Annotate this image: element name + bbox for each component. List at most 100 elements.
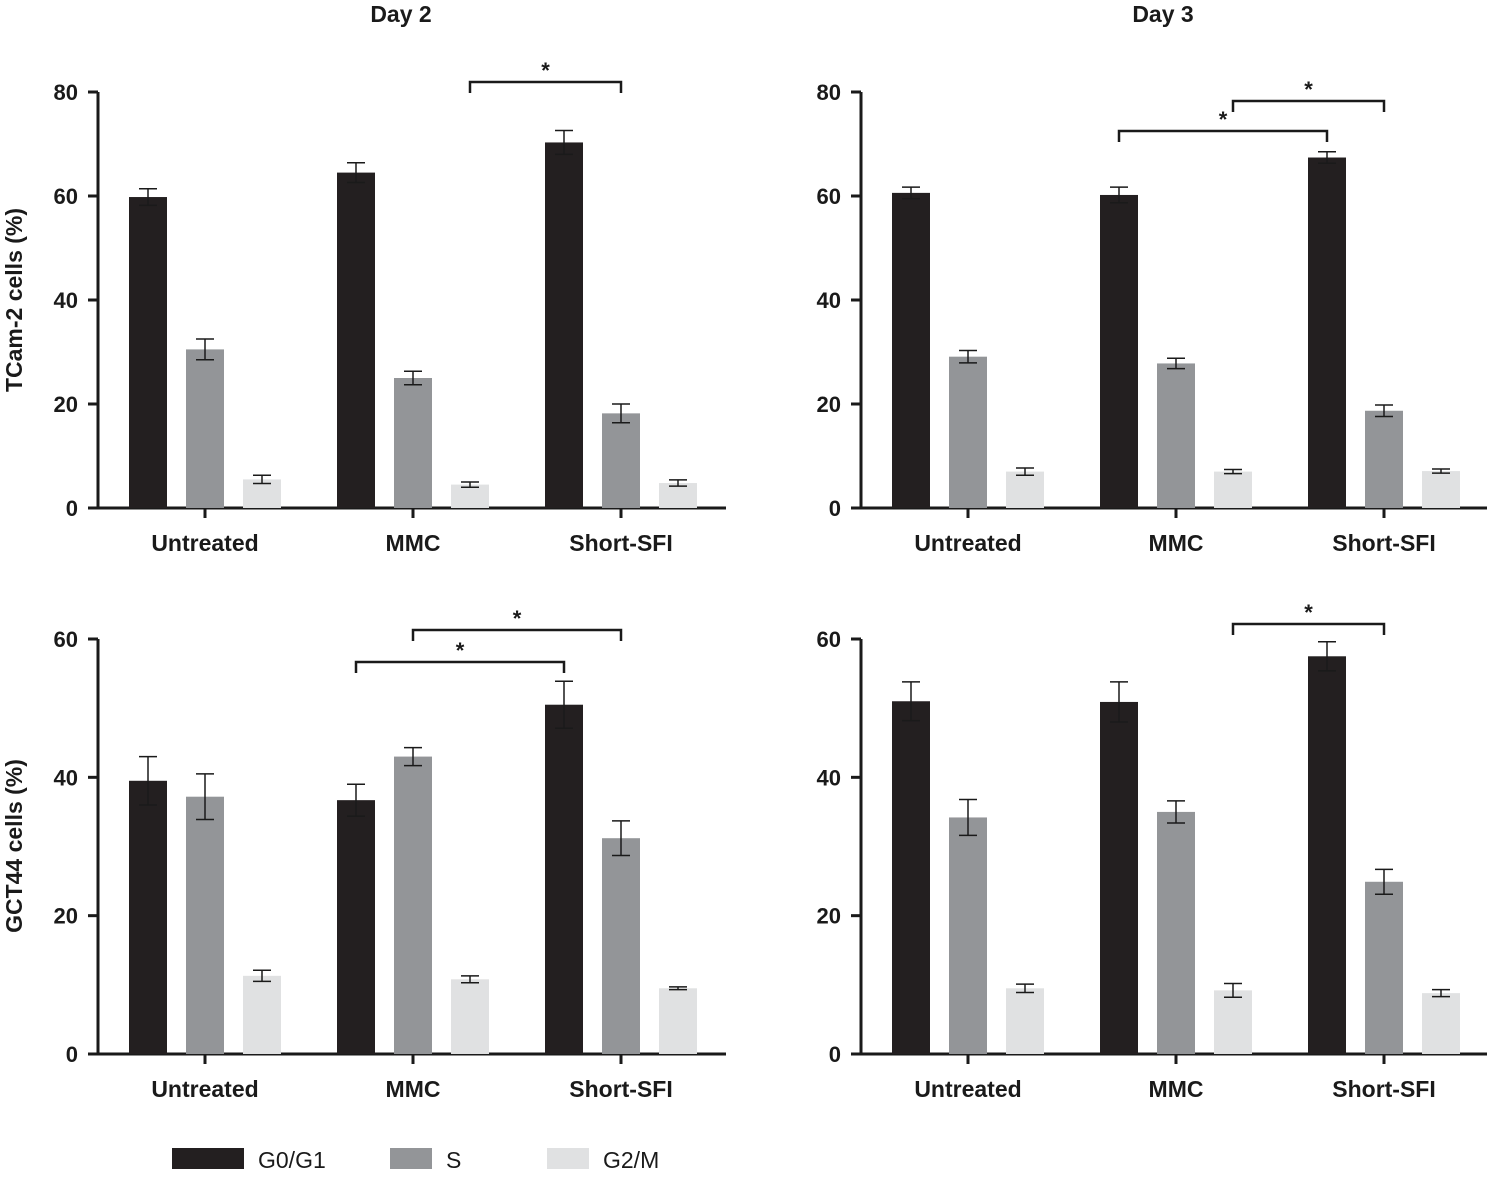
error-bar-g0-g1-mmc <box>347 161 365 184</box>
x-tick-label-short-sfi: Short-SFI <box>1332 530 1436 556</box>
error-bar-g2-m-mmc <box>1224 468 1242 475</box>
x-tick-label-mmc: MMC <box>1149 1076 1204 1102</box>
error-bar-s-untreated <box>196 773 214 821</box>
error-bar-g0-g1-untreated <box>139 755 157 806</box>
legend-swatch-g0g1 <box>172 1148 244 1169</box>
bar-g2-m-untreated <box>1006 988 1044 1054</box>
significance-star: * <box>1304 77 1313 102</box>
y-tick-label: 60 <box>817 627 841 652</box>
error-bar-s-short-sfi <box>612 403 630 424</box>
legend-swatch-s <box>390 1148 432 1169</box>
error-bar-g0-g1-untreated <box>902 186 920 200</box>
significance-star: * <box>541 58 550 83</box>
bar-s-mmc <box>394 756 432 1054</box>
legend-swatch-g2m <box>547 1148 589 1169</box>
error-bar-s-untreated <box>959 349 977 364</box>
bar-g2-m-mmc <box>1214 471 1252 508</box>
bar-g0-g1-mmc <box>337 800 375 1054</box>
y-tick-label: 0 <box>66 496 78 521</box>
x-tick-label-short-sfi: Short-SFI <box>569 1076 673 1102</box>
y-tick-label: 60 <box>54 627 78 652</box>
column-title-day2: Day 2 <box>370 1 431 27</box>
error-bar-s-mmc <box>1167 800 1185 824</box>
error-bar-g2-m-short-sfi <box>669 986 687 991</box>
chart-panel-3: 0 20 40 60 Untreated MMC Short-SFI * <box>817 600 1487 1102</box>
y-tick-label: 20 <box>54 392 78 417</box>
y-tick-label: 40 <box>817 765 841 790</box>
bar-s-untreated <box>949 817 987 1054</box>
error-bar-g2-m-short-sfi <box>1432 988 1450 998</box>
error-bar-s-short-sfi <box>612 820 630 857</box>
bar-g0-g1-untreated <box>129 780 167 1054</box>
bar-g0-g1-mmc <box>337 172 375 508</box>
legend: G0/G1 S G2/M <box>172 1147 659 1173</box>
significance-bracket <box>1231 622 1386 635</box>
error-bar-g2-m-untreated <box>253 474 271 485</box>
chart-panel-2: 0 20 40 60 Untreated MMC Short-SFI * * <box>54 606 726 1102</box>
bar-s-untreated <box>186 796 224 1054</box>
row-ylabel-gct44: GCT44 cells (%) <box>1 759 27 933</box>
bar-s-mmc <box>1157 811 1195 1054</box>
bar-g0-g1-short-sfi <box>545 704 583 1054</box>
y-tick-label: 40 <box>817 288 841 313</box>
error-bar-g0-g1-short-sfi <box>555 129 573 156</box>
legend-label-g0g1: G0/G1 <box>258 1147 326 1173</box>
bar-g2-m-short-sfi <box>1422 993 1460 1054</box>
legend-label-s: S <box>446 1147 461 1173</box>
error-bar-g0-g1-short-sfi <box>1318 151 1336 164</box>
row-ylabel-tcam2: TCam-2 cells (%) <box>1 208 27 392</box>
x-tick-label-untreated: Untreated <box>151 1076 258 1102</box>
error-bar-s-untreated <box>959 798 977 837</box>
significance-bracket <box>1231 99 1386 112</box>
error-bar-g2-m-untreated <box>253 969 271 983</box>
x-tick-label-untreated: Untreated <box>151 530 258 556</box>
x-tick-label-untreated: Untreated <box>914 530 1021 556</box>
bar-g2-m-mmc <box>451 484 489 508</box>
bar-g2-m-untreated <box>243 975 281 1054</box>
y-tick-label: 80 <box>817 80 841 105</box>
y-tick-label: 40 <box>54 765 78 790</box>
y-tick-label: 20 <box>817 392 841 417</box>
y-tick-label: 20 <box>817 904 841 929</box>
error-bar-s-untreated <box>196 338 214 361</box>
error-bar-g2-m-mmc <box>461 481 479 488</box>
y-tick-label: 0 <box>829 1042 841 1067</box>
error-bar-s-short-sfi <box>1375 868 1393 895</box>
error-bar-g0-g1-untreated <box>902 681 920 722</box>
legend-label-g2m: G2/M <box>603 1147 659 1173</box>
x-tick-label-short-sfi: Short-SFI <box>569 530 673 556</box>
bar-g0-g1-mmc <box>1100 194 1138 508</box>
x-tick-label-untreated: Untreated <box>914 1076 1021 1102</box>
y-tick-label: 80 <box>54 80 78 105</box>
bar-g0-g1-untreated <box>892 701 930 1054</box>
bar-g0-g1-short-sfi <box>1308 656 1346 1054</box>
error-bar-g0-g1-mmc <box>1110 681 1128 723</box>
error-bar-g2-m-short-sfi <box>1432 468 1450 474</box>
significance-bracket <box>468 80 623 93</box>
error-bar-g0-g1-mmc <box>1110 186 1128 204</box>
y-tick-label: 0 <box>66 1042 78 1067</box>
error-bar-g0-g1-untreated <box>139 187 157 207</box>
y-tick-label: 60 <box>54 184 78 209</box>
bar-s-untreated <box>949 356 987 508</box>
bar-s-mmc <box>1157 363 1195 508</box>
bar-s-mmc <box>394 378 432 508</box>
error-bar-g2-m-mmc <box>461 975 479 984</box>
bar-g2-m-mmc <box>1214 990 1252 1054</box>
error-bar-s-mmc <box>1167 357 1185 370</box>
error-bar-g0-g1-short-sfi <box>555 680 573 729</box>
error-bar-g2-m-mmc <box>1224 982 1242 999</box>
bar-s-short-sfi <box>602 838 640 1054</box>
y-tick-label: 0 <box>829 496 841 521</box>
chart-panel-0: 0 20 40 60 80 Untreated MMC Short-SFI * <box>54 58 726 556</box>
bar-s-short-sfi <box>1365 881 1403 1054</box>
chart-panel-1: 0 20 40 60 80 Untreated MMC Short-SFI * * <box>817 77 1487 556</box>
bar-g2-m-short-sfi <box>659 483 697 508</box>
error-bar-s-mmc <box>404 370 422 386</box>
bar-s-short-sfi <box>1365 410 1403 508</box>
significance-bracket <box>354 660 566 673</box>
error-bar-g2-m-untreated <box>1016 983 1034 994</box>
bar-g0-g1-untreated <box>129 197 167 509</box>
column-title-day3: Day 3 <box>1132 1 1193 27</box>
